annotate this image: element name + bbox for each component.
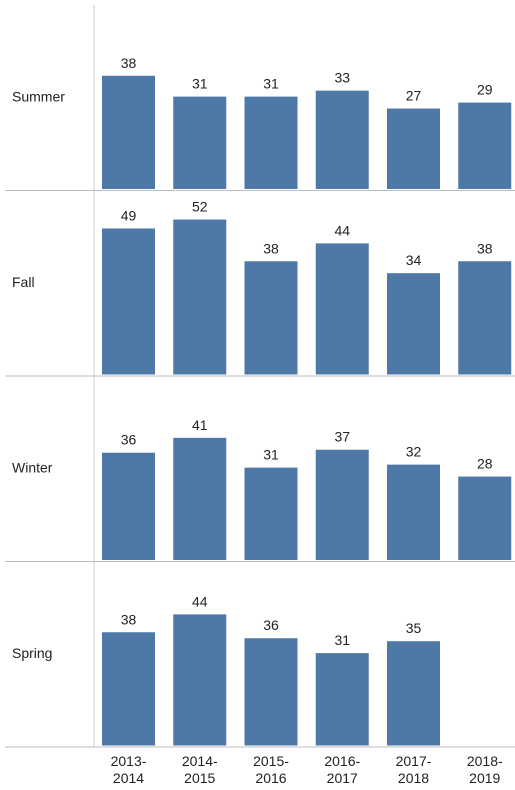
- value-label: 44: [192, 593, 208, 609]
- row-label-winter: Winter: [12, 459, 53, 475]
- value-label: 52: [192, 199, 208, 215]
- bar-summer-2018-2019: [458, 102, 512, 189]
- value-label: 41: [192, 417, 208, 433]
- value-label: 31: [263, 447, 279, 463]
- value-label: 44: [334, 222, 350, 238]
- x-tick-label: 2016-2017: [324, 753, 360, 786]
- bar-spring-2014-2015: [173, 614, 227, 746]
- value-label: 36: [121, 432, 137, 448]
- value-label: 37: [334, 429, 350, 445]
- bar-winter-2018-2019: [458, 476, 512, 560]
- x-tick-label: 2015-2016: [253, 753, 289, 786]
- value-label: 33: [334, 70, 350, 86]
- value-label: 34: [406, 252, 422, 268]
- bar-fall-2016-2017: [315, 243, 369, 375]
- row-label-summer: Summer: [12, 88, 65, 104]
- value-label: 38: [121, 611, 137, 627]
- x-tick-label: 2014-2015: [182, 753, 218, 786]
- bar-spring-2013-2014: [102, 632, 155, 746]
- bar-winter-2017-2018: [387, 464, 440, 560]
- bar-summer-2016-2017: [315, 90, 369, 189]
- bar-winter-2014-2015: [173, 437, 227, 560]
- x-tick-label: 2018-2019: [467, 753, 503, 786]
- value-label: 38: [477, 240, 493, 256]
- bar-spring-2015-2016: [244, 638, 298, 746]
- bar-summer-2017-2018: [387, 108, 440, 189]
- bar-spring-2017-2018: [387, 641, 440, 746]
- row-label-spring: Spring: [12, 645, 52, 661]
- value-label: 38: [263, 240, 279, 256]
- value-label: 31: [192, 76, 208, 92]
- value-label: 28: [477, 456, 493, 472]
- bar-spring-2016-2017: [315, 653, 369, 746]
- value-label: 29: [477, 82, 493, 98]
- value-label: 27: [406, 88, 422, 104]
- value-label: 36: [263, 617, 279, 633]
- bar-fall-2013-2014: [102, 228, 155, 375]
- bar-fall-2015-2016: [244, 261, 298, 375]
- value-label: 31: [334, 632, 350, 648]
- value-label: 49: [121, 207, 137, 223]
- bar-fall-2014-2015: [173, 219, 227, 375]
- row-label-fall: Fall: [12, 274, 35, 290]
- bar-winter-2013-2014: [102, 452, 155, 560]
- x-tick-label: 2017-2018: [396, 753, 432, 786]
- bar-fall-2018-2019: [458, 261, 512, 375]
- value-label: 32: [406, 444, 422, 460]
- value-label: 31: [263, 76, 279, 92]
- value-label: 35: [406, 620, 422, 636]
- bar-winter-2016-2017: [315, 449, 369, 560]
- bar-summer-2013-2014: [102, 75, 155, 189]
- bar-summer-2015-2016: [244, 96, 298, 189]
- bar-winter-2015-2016: [244, 467, 298, 560]
- bar-summer-2014-2015: [173, 96, 227, 189]
- value-label: 38: [121, 55, 137, 71]
- bar-fall-2017-2018: [387, 273, 440, 375]
- x-tick-label: 2013-2014: [111, 753, 147, 786]
